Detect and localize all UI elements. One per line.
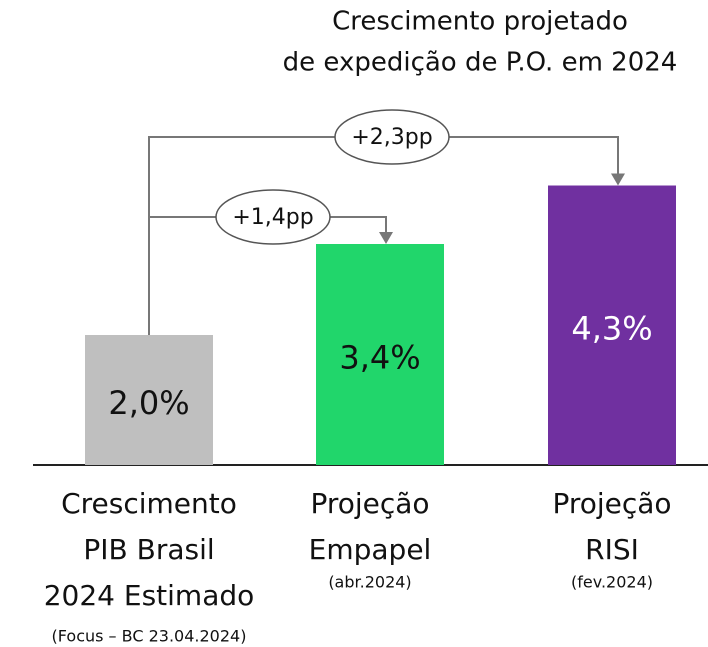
chart-title: de expedição de P.O. em 2024	[283, 48, 678, 78]
chart-title: Crescimento projetado	[332, 7, 628, 37]
bar	[85, 335, 213, 465]
category-label: Projeção	[310, 487, 429, 520]
value-label: 3,4%	[339, 339, 420, 377]
bar	[548, 185, 676, 465]
category-label: Projeção	[552, 487, 671, 520]
category-label: Crescimento	[61, 487, 237, 520]
annotation: +2,3pp	[351, 125, 432, 150]
value-label: 2,0%	[108, 384, 189, 422]
arrow-head	[379, 232, 393, 244]
category-label: RISI	[585, 533, 639, 566]
category-label: 2024 Estimado	[44, 579, 255, 612]
value-label: 4,3%	[571, 309, 652, 347]
bar	[316, 244, 444, 465]
category-note: (abr.2024)	[328, 573, 411, 592]
arrow-head	[611, 173, 625, 186]
category-note: (Focus – BC 23.04.2024)	[52, 627, 247, 646]
category-label: Empapel	[309, 533, 432, 566]
category-note: (fev.2024)	[571, 573, 653, 592]
category-label: PIB Brasil	[83, 533, 214, 566]
annotation: +1,4pp	[232, 205, 313, 230]
annotation-bubble	[215, 189, 331, 245]
annotation-bubble	[334, 109, 450, 165]
